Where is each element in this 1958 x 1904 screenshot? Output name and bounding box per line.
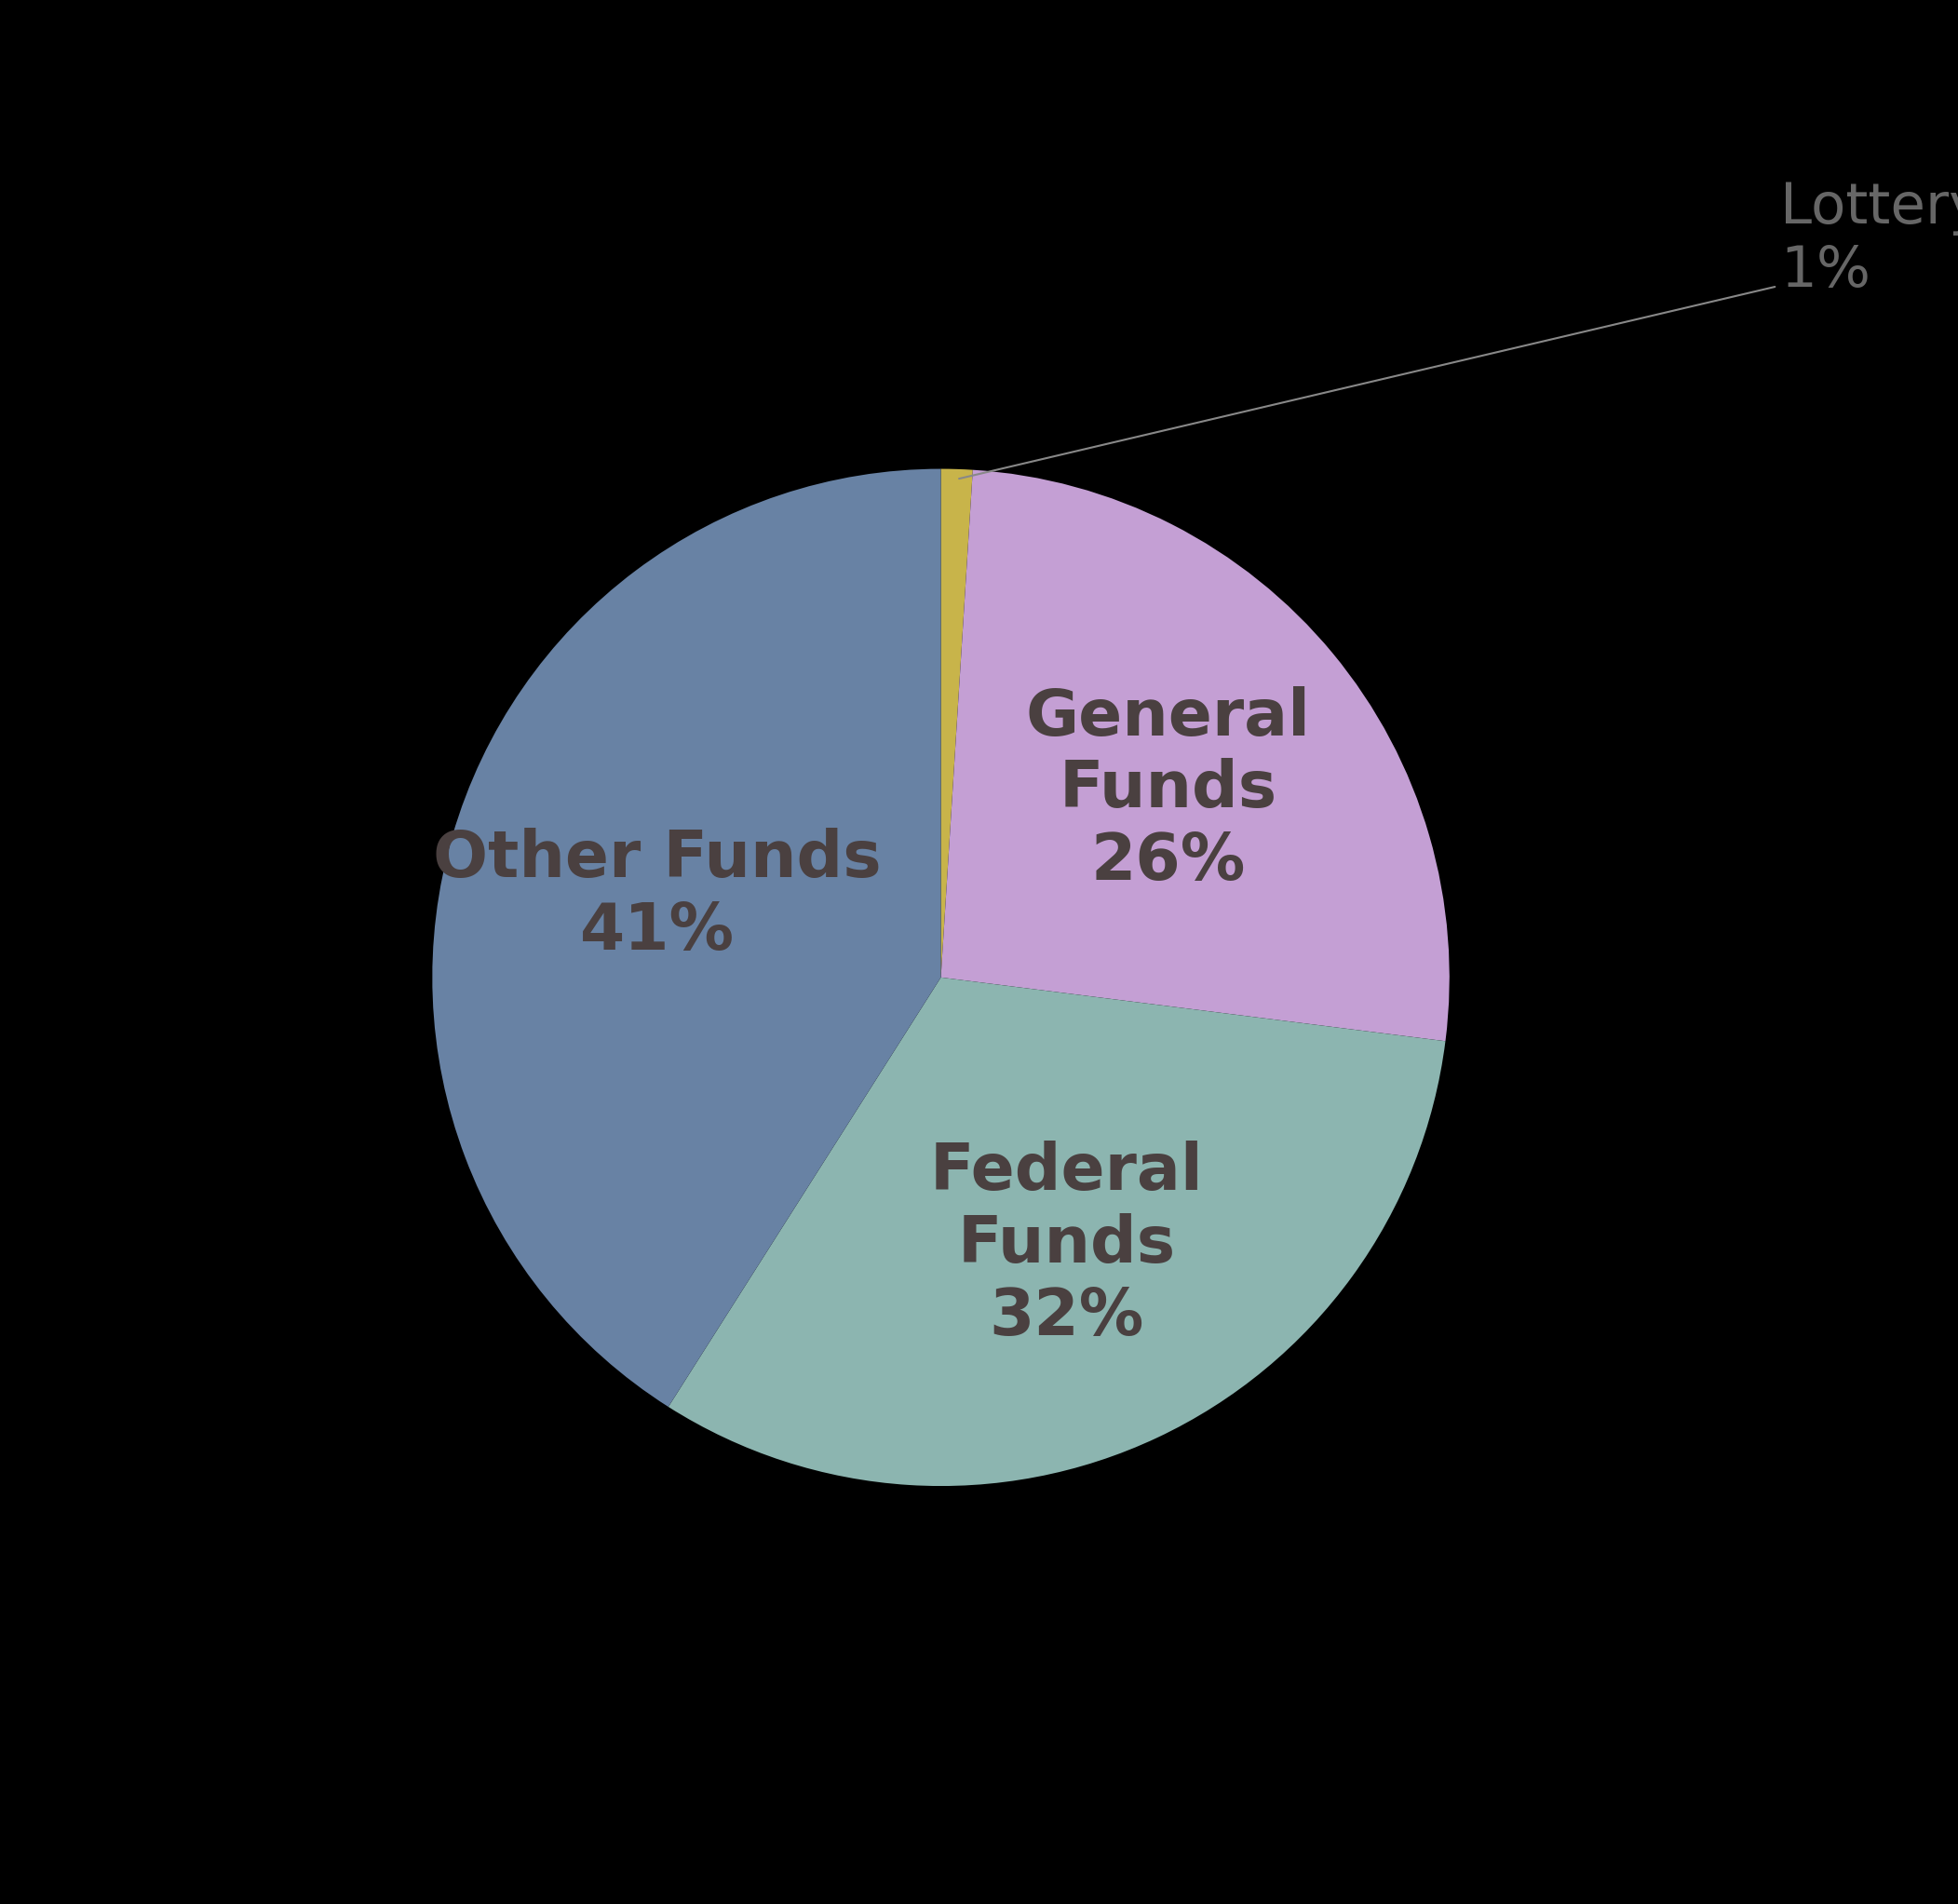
Text: Other Funds
41%: Other Funds 41%	[433, 828, 881, 962]
Wedge shape	[942, 468, 973, 977]
Wedge shape	[942, 470, 1449, 1041]
Text: General
Funds
26%: General Funds 26%	[1026, 685, 1310, 893]
Wedge shape	[433, 468, 942, 1407]
Text: Lottery Funds
1%: Lottery Funds 1%	[959, 181, 1958, 478]
Text: Federal
Funds
32%: Federal Funds 32%	[930, 1140, 1204, 1348]
Wedge shape	[668, 977, 1445, 1485]
